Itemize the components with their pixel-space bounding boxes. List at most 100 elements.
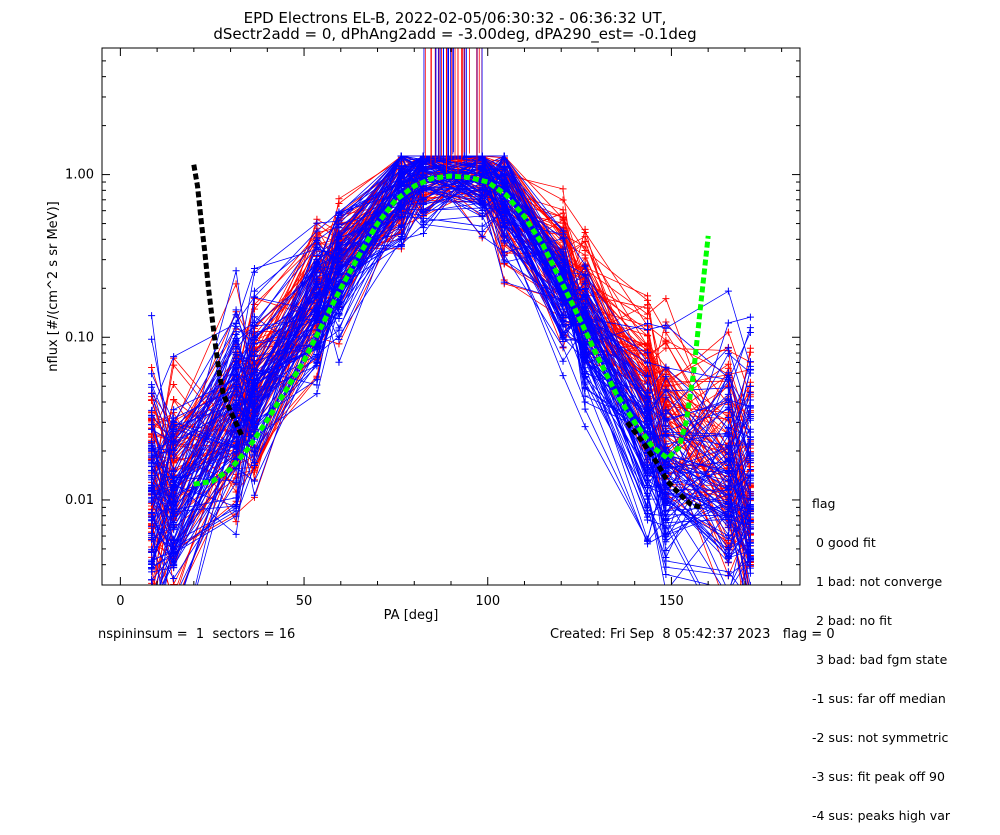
x-tick-label: 0 (116, 594, 124, 609)
blue-point (478, 152, 486, 160)
red-point (148, 601, 155, 608)
blue-point (397, 173, 405, 181)
red-point (148, 601, 155, 608)
blue-point (662, 457, 670, 465)
blue-trace (151, 155, 751, 555)
blue-point (662, 415, 670, 423)
red-point (170, 396, 178, 404)
blue-point (724, 319, 732, 327)
blue-point (644, 476, 652, 484)
blue-point (478, 159, 486, 167)
x-axis-label: PA [deg] (384, 608, 439, 623)
blue-point (148, 548, 156, 556)
data-layer (148, 48, 754, 649)
red-point (581, 237, 589, 245)
red-point (746, 344, 754, 352)
legend-item: -4 sus: peaks high var (812, 808, 951, 823)
footer-sectors: nspininsum = 1 sectors = 16 (98, 627, 296, 642)
blue-point (478, 222, 486, 230)
red-point (148, 590, 155, 597)
blue-point (644, 349, 652, 357)
blue-point (559, 230, 567, 238)
blue-point (148, 474, 156, 482)
blue-point (662, 516, 670, 524)
red-point (644, 292, 652, 300)
blue-point (397, 241, 405, 249)
blue-point (148, 530, 156, 538)
blue-point (148, 641, 155, 648)
blue-point (250, 313, 258, 321)
blue-point (313, 303, 321, 311)
blue-point (746, 539, 754, 547)
blue-trace (151, 155, 751, 474)
y-tick-label: 0.10 (65, 330, 94, 345)
blue-point (559, 357, 567, 365)
blue-point (724, 515, 732, 523)
blue-point (335, 249, 343, 257)
blue-point (725, 642, 732, 649)
x-tick-label: 100 (475, 594, 500, 609)
red-point (170, 381, 178, 389)
blue-point (747, 617, 754, 624)
blue-trace (151, 208, 751, 567)
blue-point (746, 383, 754, 391)
blue-point (581, 423, 589, 431)
blue-point (559, 268, 567, 276)
red-point (747, 593, 754, 600)
blue-point (478, 204, 486, 212)
blue-point (725, 588, 732, 595)
blue-point (335, 324, 343, 332)
blue-point (419, 152, 427, 160)
red-point (662, 344, 670, 352)
blue-point (725, 593, 732, 600)
blue-point (250, 365, 258, 373)
blue-point (397, 200, 405, 208)
blue-point (148, 459, 156, 467)
red-point (662, 336, 670, 344)
blue-point (313, 255, 321, 263)
red-point (148, 588, 155, 595)
blue-point (581, 271, 589, 279)
blue-point (250, 287, 258, 295)
blue-point (335, 298, 343, 306)
blue-point (662, 529, 670, 537)
red-point (747, 610, 754, 617)
blue-point (500, 162, 508, 170)
blue-point (397, 208, 405, 216)
blue-point (746, 529, 754, 537)
blue-point (232, 349, 240, 357)
blue-trace (160, 155, 751, 585)
blue-point (746, 313, 754, 321)
blue-point (335, 270, 343, 278)
blue-point (397, 234, 405, 242)
blue-point (335, 335, 343, 343)
chart-title: EPD Electrons EL-B, 2022-02-05/06:30:32 … (243, 9, 667, 27)
blue-point (746, 503, 754, 511)
blue-point (335, 214, 343, 222)
blue-point (170, 417, 178, 425)
blue-point (170, 432, 178, 440)
blue-point (581, 262, 589, 270)
blue-point (148, 438, 156, 446)
blue-point (581, 370, 589, 378)
blue-point (644, 507, 652, 515)
blue-point (644, 464, 652, 472)
blue-point (170, 596, 177, 603)
blue-point (313, 357, 321, 365)
blue-point (478, 169, 486, 177)
red-point (725, 608, 732, 615)
blue-point (250, 477, 258, 485)
blue-point (724, 477, 732, 485)
blue-point (724, 499, 732, 507)
blue-point (559, 305, 567, 313)
y-tick-label: 0.01 (65, 493, 94, 508)
blue-point (662, 563, 670, 571)
blue-point (232, 479, 240, 487)
blue-trace (151, 155, 751, 443)
blue-point (148, 517, 156, 525)
red-point (170, 361, 178, 369)
blue-point (746, 474, 754, 482)
blue-point (500, 278, 508, 286)
blue-point (662, 386, 670, 394)
blue-point (250, 340, 258, 348)
